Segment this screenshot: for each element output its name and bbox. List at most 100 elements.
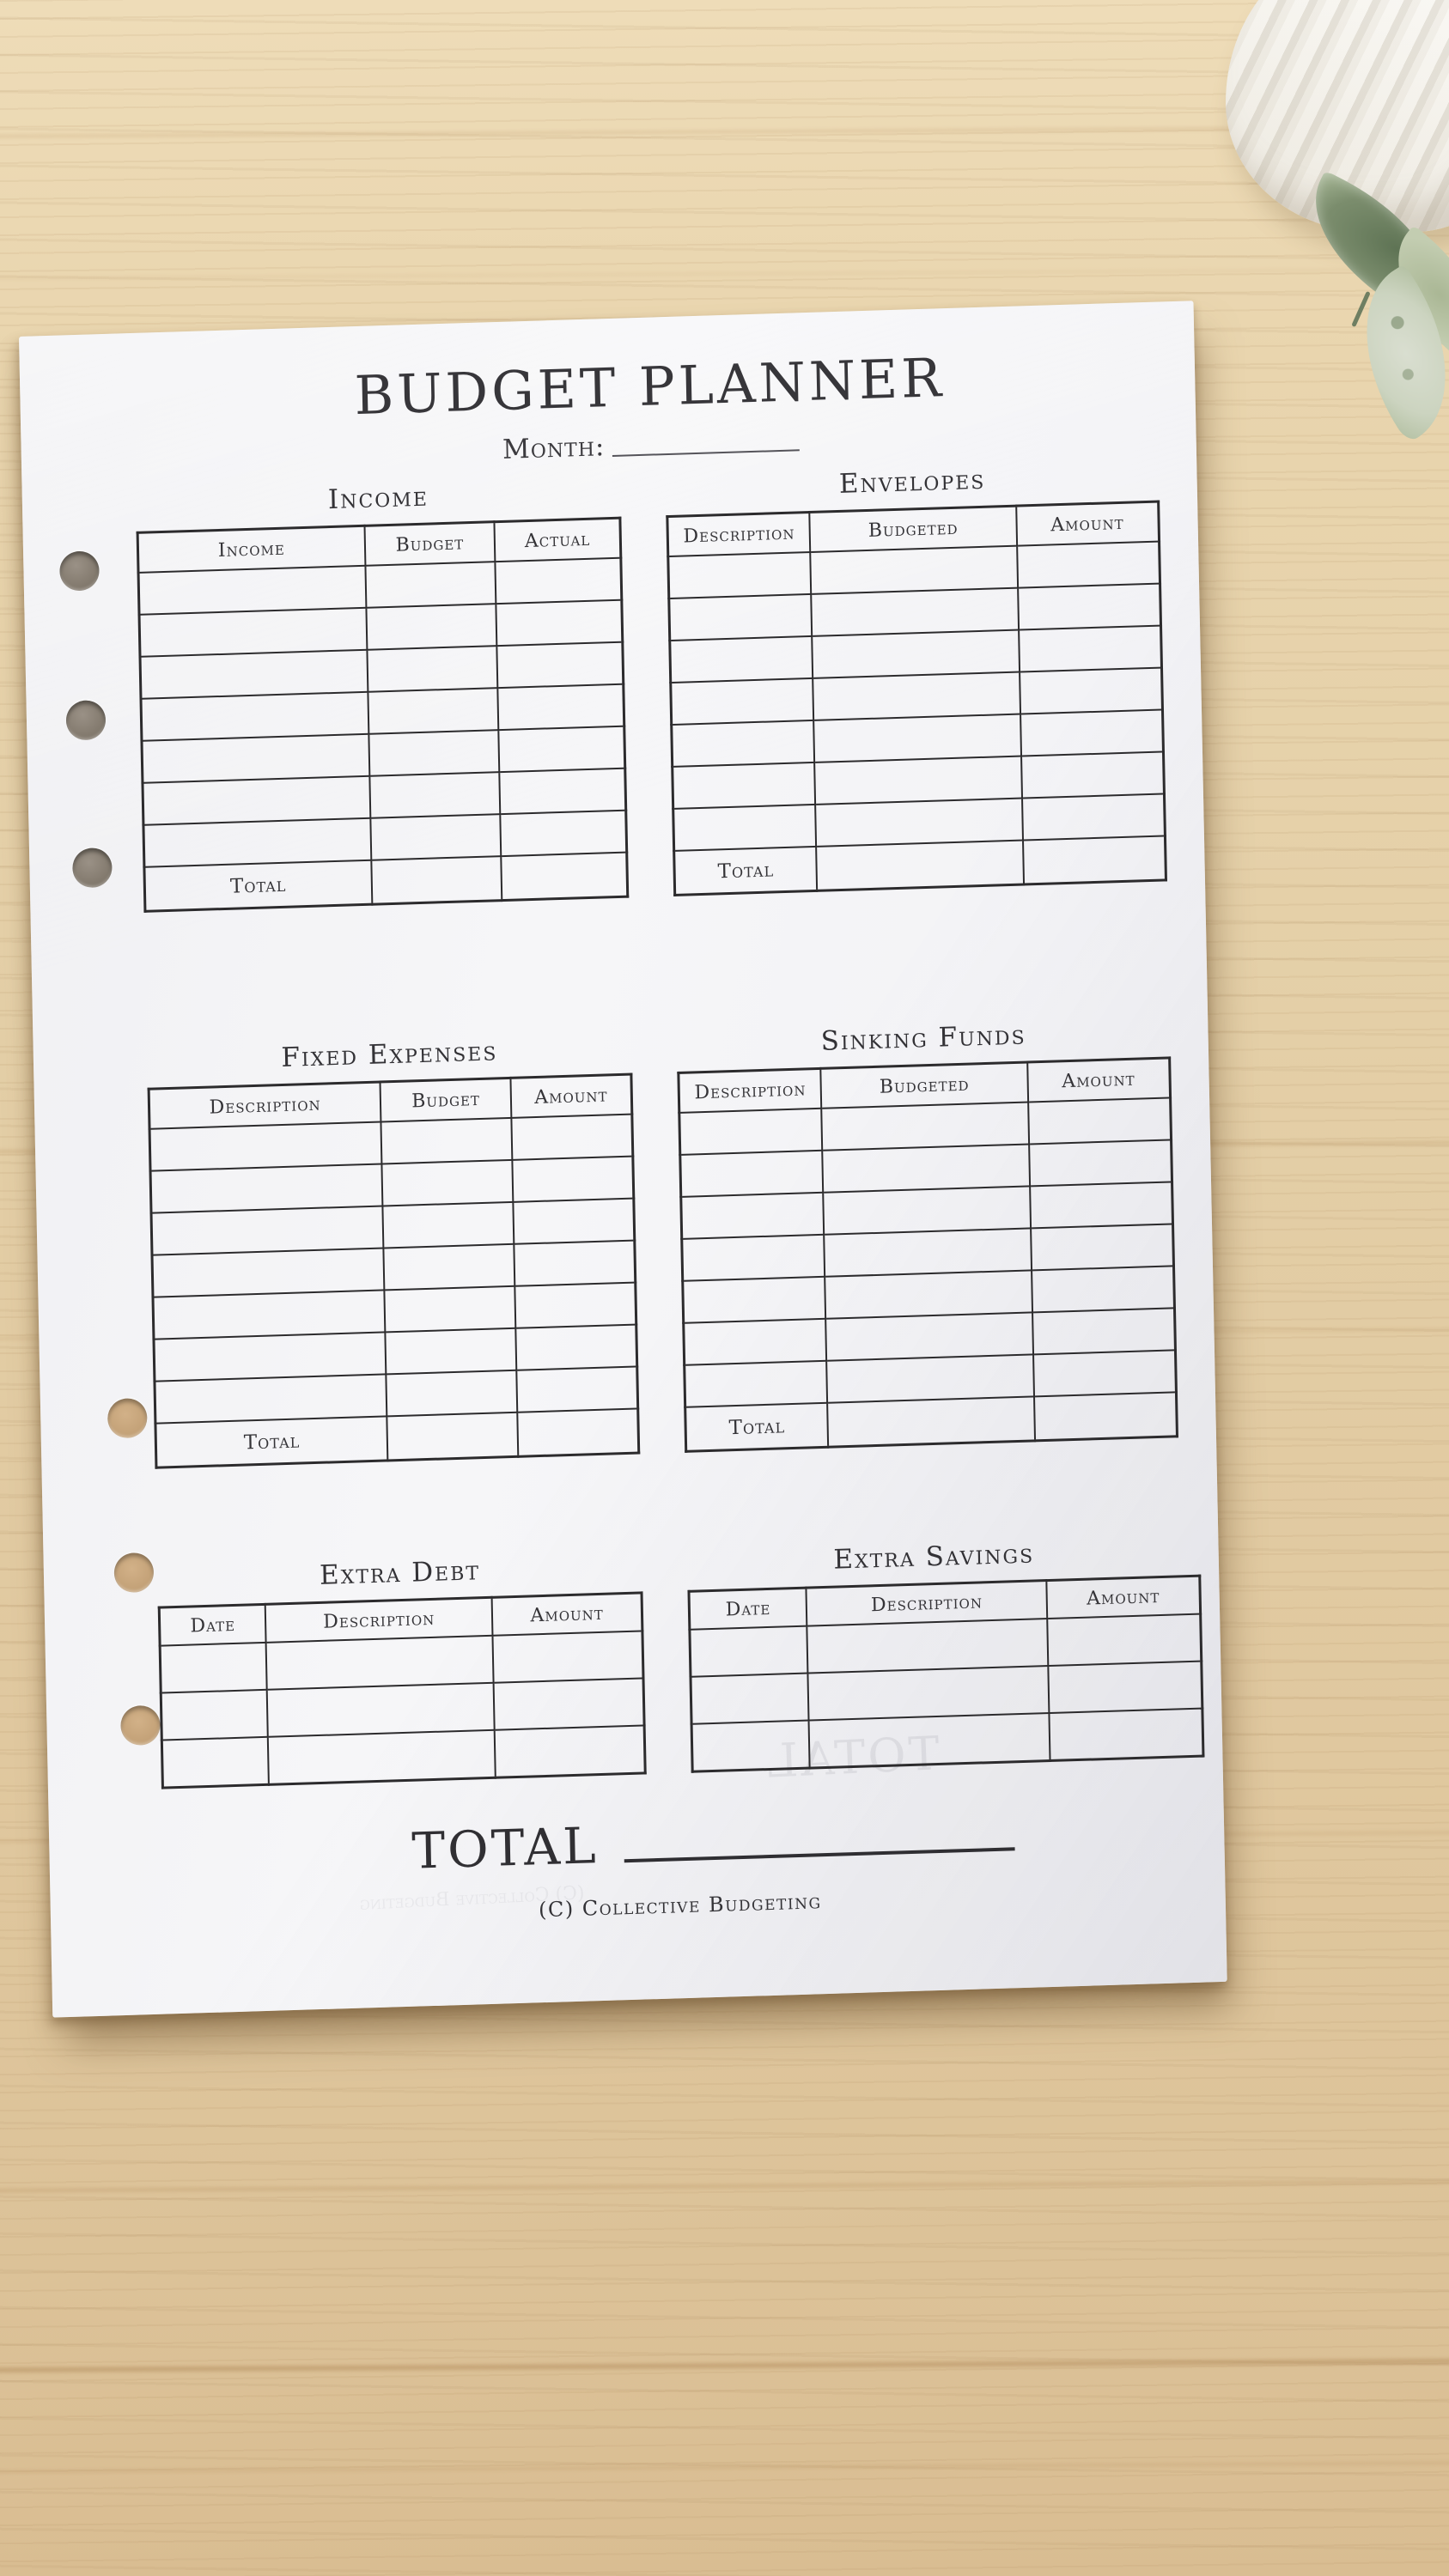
column-header: Amount (1026, 1057, 1171, 1103)
month-label: Month: (502, 431, 606, 465)
empty-cell (808, 1713, 1050, 1769)
empty-cell (810, 545, 1018, 594)
empty-cell (667, 551, 812, 599)
extra-savings-section: Extra Savings Date Description Amount (686, 1534, 1205, 1773)
empty-cell (823, 1186, 1031, 1235)
empty-cell (682, 1276, 826, 1323)
empty-cell (366, 604, 497, 650)
envelopes-section: Envelopes Description Budgeted Amount Tota… (665, 459, 1168, 896)
section-title: Extra Savings (833, 1538, 1035, 1576)
total-cell: Total (155, 1416, 388, 1468)
empty-cell (515, 1324, 637, 1370)
empty-cell (140, 691, 368, 741)
empty-cell (691, 1720, 810, 1772)
empty-cell (669, 635, 813, 683)
column-header: Actual (494, 518, 621, 562)
empty-cell (383, 1243, 515, 1291)
column-header: Amount (491, 1592, 642, 1636)
empty-cell (161, 1736, 270, 1789)
empty-cell (142, 775, 370, 825)
empty-cell (495, 557, 622, 605)
empty-cell (517, 1408, 639, 1457)
section-title: Fixed Expenses (281, 1036, 498, 1074)
empty-cell (815, 798, 1023, 847)
empty-cell (160, 1642, 267, 1693)
empty-cell (513, 1198, 635, 1244)
column-header: Budgeted (809, 506, 1017, 552)
total-cell: Total (685, 1402, 829, 1452)
empty-cell (1047, 1613, 1202, 1667)
empty-cell (367, 646, 498, 692)
empty-cell (679, 1108, 823, 1155)
empty-cell (497, 683, 624, 731)
empty-cell (139, 607, 368, 657)
month-blank-line (612, 449, 800, 457)
empty-cell (1028, 1139, 1172, 1187)
empty-cell (368, 688, 499, 734)
sinking-funds-section: Sinking Funds Description Budgeted Amount … (676, 1015, 1179, 1453)
empty-cell (1021, 793, 1166, 841)
empty-cell (807, 1619, 1049, 1674)
empty-cell (1049, 1708, 1203, 1761)
empty-cell (680, 1192, 825, 1239)
empty-cell (1022, 835, 1166, 885)
section-title: Envelopes (838, 464, 986, 500)
empty-cell (381, 1159, 514, 1206)
empty-cell (143, 817, 371, 867)
empty-cell (668, 593, 813, 641)
empty-cell (501, 852, 628, 901)
empty-cell (807, 1666, 1050, 1721)
sinking-funds-table: Description Budgeted Amount Total (677, 1056, 1179, 1453)
empty-cell (266, 1682, 495, 1737)
wood-grain-streak (0, 2358, 1449, 2373)
empty-cell (382, 1201, 514, 1249)
empty-cell (822, 1144, 1030, 1193)
empty-cell (672, 762, 816, 809)
grand-total-label: TOTAL (411, 1816, 600, 1880)
budget-planner-page: TOTAL (C) Collective Budgeting BUDGET PL… (19, 301, 1227, 2018)
column-header: Description (265, 1597, 493, 1643)
empty-cell (368, 730, 500, 776)
empty-cell (690, 1673, 809, 1724)
empty-cell (826, 1354, 1034, 1403)
copyright-credit: (C) Collective Budgeting (538, 1889, 822, 1923)
empty-cell (370, 856, 502, 905)
empty-cell (150, 1163, 383, 1213)
empty-cell (498, 726, 625, 773)
empty-cell (1032, 1308, 1176, 1355)
empty-cell (151, 1206, 384, 1255)
empty-cell (1048, 1661, 1202, 1714)
wood-grain-streak (0, 2179, 1449, 2193)
empty-cell (1018, 625, 1162, 672)
empty-cell (689, 1625, 808, 1677)
empty-cell (825, 1270, 1032, 1319)
section-title: Income (327, 481, 429, 516)
total-cell: Total (673, 846, 818, 896)
empty-cell (825, 1312, 1033, 1361)
empty-cell (812, 629, 1020, 678)
empty-cell (827, 1396, 1035, 1448)
wood-grain-streak (0, 2461, 1449, 2474)
empty-cell (514, 1240, 636, 1286)
empty-cell (386, 1370, 518, 1417)
empty-cell (1019, 667, 1163, 714)
empty-cell (385, 1327, 517, 1375)
empty-cell (1031, 1266, 1175, 1313)
empty-cell (152, 1248, 385, 1297)
column-header: Amount (1046, 1576, 1201, 1619)
empty-cell (679, 1150, 824, 1197)
grand-total-row: TOTAL (411, 1802, 1196, 1880)
empty-cell (384, 1285, 516, 1333)
empty-cell (161, 1689, 268, 1741)
empty-cell (1032, 1350, 1177, 1397)
empty-cell (684, 1360, 828, 1407)
empty-cell (496, 641, 624, 689)
empty-cell (381, 1117, 513, 1164)
section-title: Sinking Funds (820, 1019, 1026, 1057)
page-content: BUDGET PLANNER Month: Income Income Budge… (19, 301, 1226, 1936)
income-table: Income Budget Actual Total (136, 516, 630, 913)
empty-cell (1020, 751, 1165, 799)
empty-cell (138, 565, 367, 615)
empty-cell (816, 840, 1024, 891)
